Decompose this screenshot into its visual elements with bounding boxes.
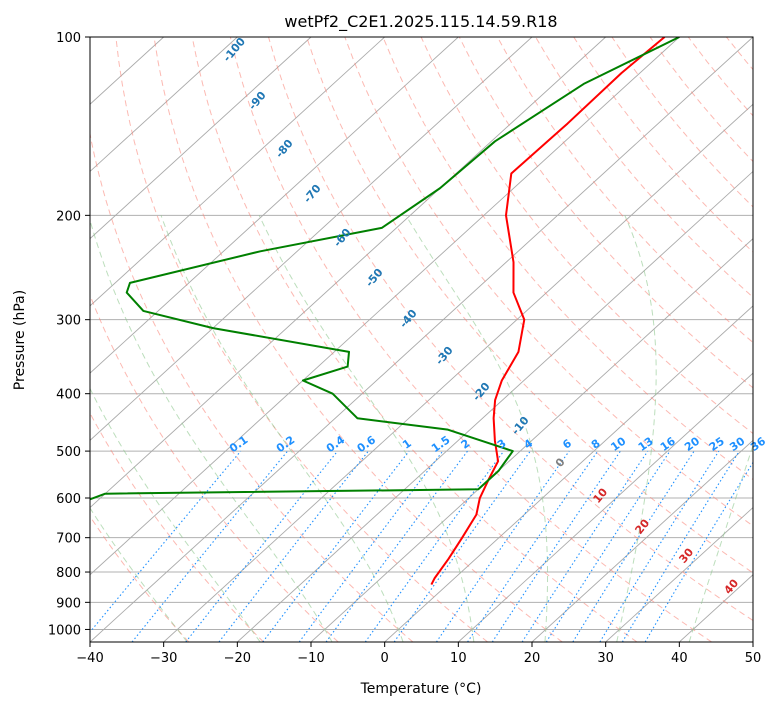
x-tick-label: 40 [671, 651, 688, 666]
x-tick-label: 10 [450, 651, 467, 666]
y-tick-label: 800 [56, 566, 81, 581]
x-tick-label: −10 [297, 651, 324, 666]
y-tick-label: 300 [56, 314, 81, 329]
x-tick-label: −30 [150, 651, 177, 666]
y-tick-label: 900 [56, 596, 81, 611]
y-tick-label: 1000 [48, 623, 81, 638]
y-tick-label: 700 [56, 532, 81, 547]
y-tick-label: 600 [56, 492, 81, 507]
x-tick-label: 0 [381, 651, 389, 666]
x-tick-label: −40 [76, 651, 103, 666]
x-tick-label: 50 [745, 651, 762, 666]
chart-title: wetPf2_C2E1.2025.115.14.59.R18 [284, 12, 557, 32]
x-tick-label: 20 [524, 651, 541, 666]
x-tick-label: 30 [597, 651, 614, 666]
x-tick-label: −20 [224, 651, 251, 666]
y-tick-label: 100 [56, 31, 81, 46]
y-tick-label: 200 [56, 209, 81, 224]
y-tick-label: 500 [56, 445, 81, 460]
y-tick-label: 400 [56, 388, 81, 403]
y-axis-label: Pressure (hPa) [12, 290, 28, 390]
x-axis-label: Temperature (°C) [360, 681, 482, 697]
